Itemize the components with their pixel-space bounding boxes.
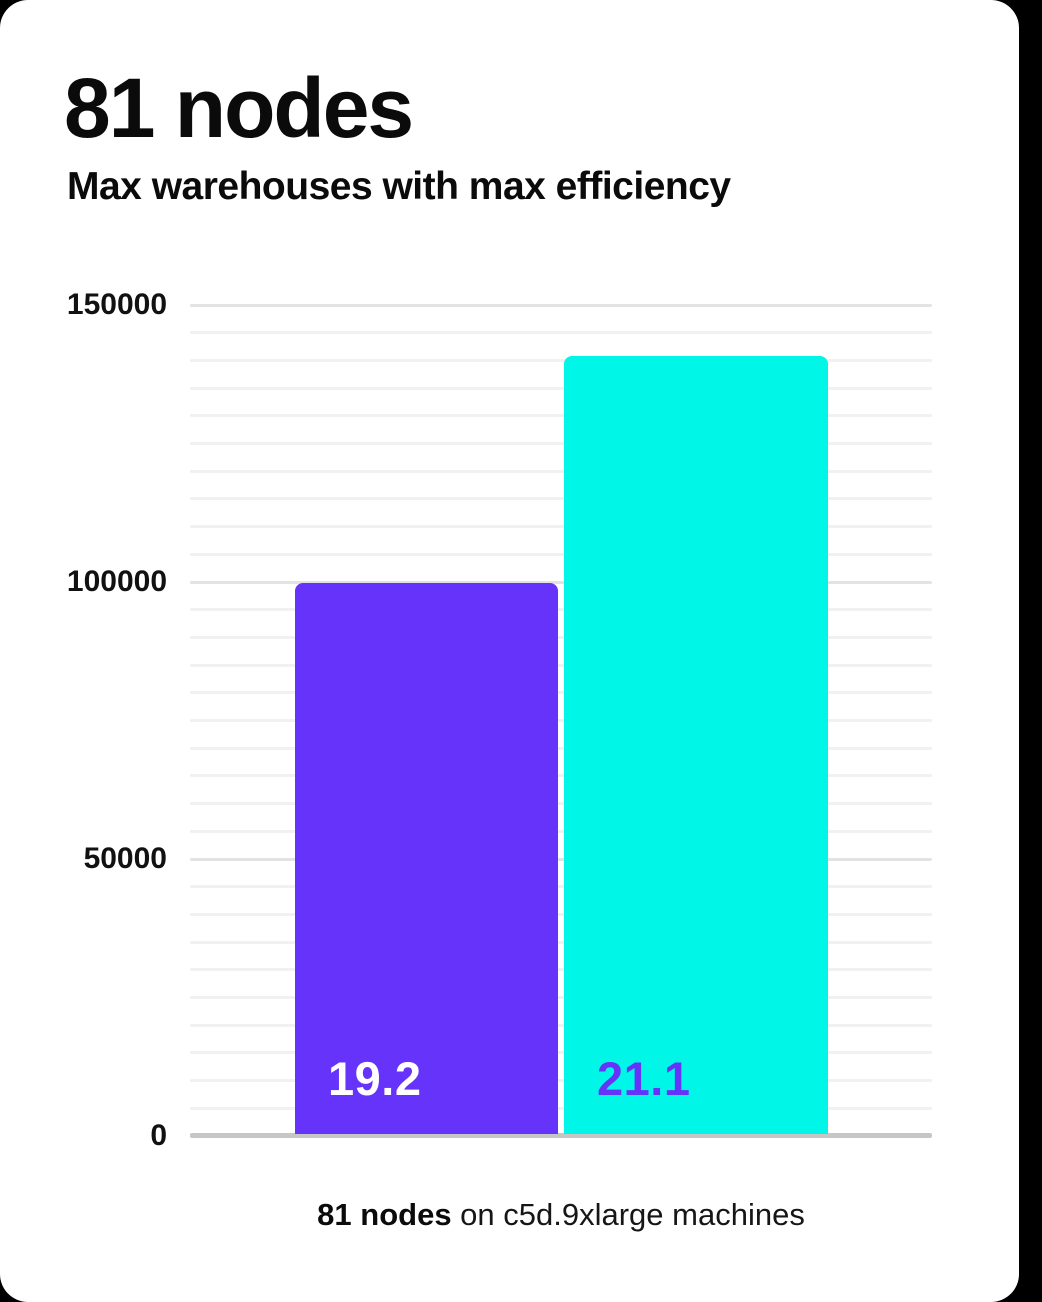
minor-gridline bbox=[190, 1106, 932, 1110]
caption-bold-text: 81 nodes bbox=[317, 1197, 452, 1232]
minor-gridline bbox=[190, 331, 932, 335]
minor-gridline bbox=[190, 525, 932, 529]
minor-gridline bbox=[190, 469, 932, 473]
minor-gridline bbox=[190, 442, 932, 445]
stat-card: 81 nodes Max warehouses with max efficie… bbox=[0, 0, 1019, 1302]
major-gridline bbox=[190, 303, 932, 307]
bar-value-label: 19.2 bbox=[328, 1052, 422, 1105]
minor-gridline bbox=[190, 1051, 932, 1055]
minor-gridline bbox=[190, 746, 932, 750]
minor-gridline bbox=[190, 358, 932, 362]
y-tick-label: 150000 bbox=[66, 288, 167, 321]
page-subtitle: Max warehouses with max efficiency bbox=[67, 165, 731, 208]
minor-gridline bbox=[190, 1023, 932, 1027]
minor-gridline bbox=[190, 497, 932, 501]
minor-gridline bbox=[190, 1079, 932, 1083]
minor-gridline bbox=[190, 774, 932, 778]
minor-gridline bbox=[190, 829, 932, 833]
chart-caption: 81 nodes on c5d.9xlarge machines bbox=[190, 1196, 932, 1235]
major-gridline bbox=[190, 580, 932, 584]
y-tick-label: 0 bbox=[150, 1119, 167, 1152]
minor-gridline bbox=[190, 940, 932, 944]
caption-regular-text: on c5d.9xlarge machines bbox=[451, 1197, 805, 1232]
major-gridline bbox=[190, 857, 932, 861]
minor-gridline bbox=[190, 719, 932, 722]
minor-gridline bbox=[190, 968, 932, 972]
minor-gridline bbox=[190, 885, 932, 889]
minor-gridline bbox=[190, 608, 932, 612]
minor-gridline bbox=[190, 552, 932, 556]
minor-gridline bbox=[190, 802, 932, 806]
y-tick-label: 50000 bbox=[83, 842, 167, 875]
minor-gridline bbox=[190, 386, 932, 390]
page-title: 81 nodes bbox=[64, 61, 414, 155]
minor-gridline bbox=[190, 663, 932, 667]
y-tick-label: 100000 bbox=[66, 565, 167, 598]
x-axis-line bbox=[190, 1133, 932, 1138]
bar-value-label: 21.1 bbox=[597, 1052, 691, 1105]
bar-1: 19.2 bbox=[295, 582, 558, 1134]
minor-gridline bbox=[190, 414, 932, 418]
minor-gridline bbox=[190, 691, 932, 695]
minor-gridline bbox=[190, 996, 932, 999]
minor-gridline bbox=[190, 635, 932, 639]
bar-chart: 19.2 21.1 0 50000 100000 150000 bbox=[66, 288, 932, 1152]
plot-area: 19.2 21.1 bbox=[190, 303, 932, 1138]
bar-2: 21.1 bbox=[564, 356, 828, 1134]
minor-gridline bbox=[190, 912, 932, 916]
